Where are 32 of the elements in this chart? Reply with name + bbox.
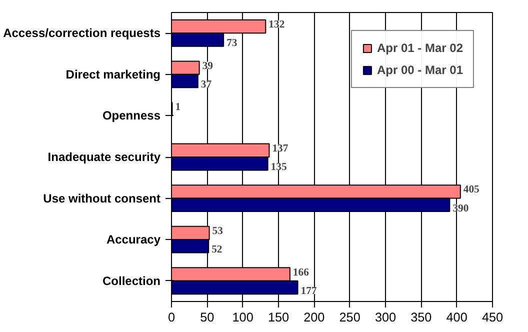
data-label: 53 <box>212 226 223 237</box>
x-tick-label: 100 <box>232 310 254 324</box>
data-label: 405 <box>463 184 480 196</box>
x-tick-label: 450 <box>482 310 504 324</box>
x-tick-label: 0 <box>168 310 176 324</box>
data-label: 390 <box>452 203 469 214</box>
y-tick-label: Inadequate security <box>48 150 161 164</box>
x-tick-label: 350 <box>410 310 432 324</box>
data-label: 1 <box>175 102 181 114</box>
y-tick-label: Use without consent <box>43 191 161 206</box>
y-tick-label: Direct marketing <box>66 67 161 82</box>
data-label: 177 <box>300 286 318 297</box>
y-tick-label: Accuracy <box>106 232 161 247</box>
y-tick-label: Access/correction requests <box>3 26 161 40</box>
y-tick-label: Openness <box>102 108 161 123</box>
data-label: 73 <box>226 38 238 50</box>
x-tick-label: 200 <box>304 310 325 324</box>
legend-label: Apr 00 - Mar 01 <box>376 63 463 77</box>
data-label: 39 <box>202 60 213 72</box>
x-tick-label: 50 <box>200 310 214 324</box>
data-label: 132 <box>268 20 285 31</box>
data-label: 137 <box>272 143 289 154</box>
x-tick-label: 400 <box>446 310 468 324</box>
x-tick-label: 250 <box>339 310 360 324</box>
y-tick-label: Collection <box>102 274 161 288</box>
data-label: 37 <box>200 80 212 91</box>
data-label: 166 <box>292 267 310 278</box>
data-label: 52 <box>212 244 222 256</box>
x-tick-label: 150 <box>268 310 290 324</box>
legend-label: Apr 01 - Mar 02 <box>376 41 463 55</box>
data-label: 135 <box>270 162 287 174</box>
x-tick-label: 300 <box>374 310 396 324</box>
